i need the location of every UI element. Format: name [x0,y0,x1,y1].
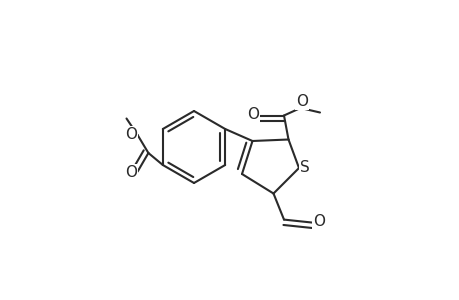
Text: S: S [299,160,309,175]
Text: O: O [295,94,308,109]
Text: O: O [125,165,137,180]
Text: O: O [125,127,137,142]
Text: O: O [247,107,259,122]
Text: O: O [313,214,325,229]
